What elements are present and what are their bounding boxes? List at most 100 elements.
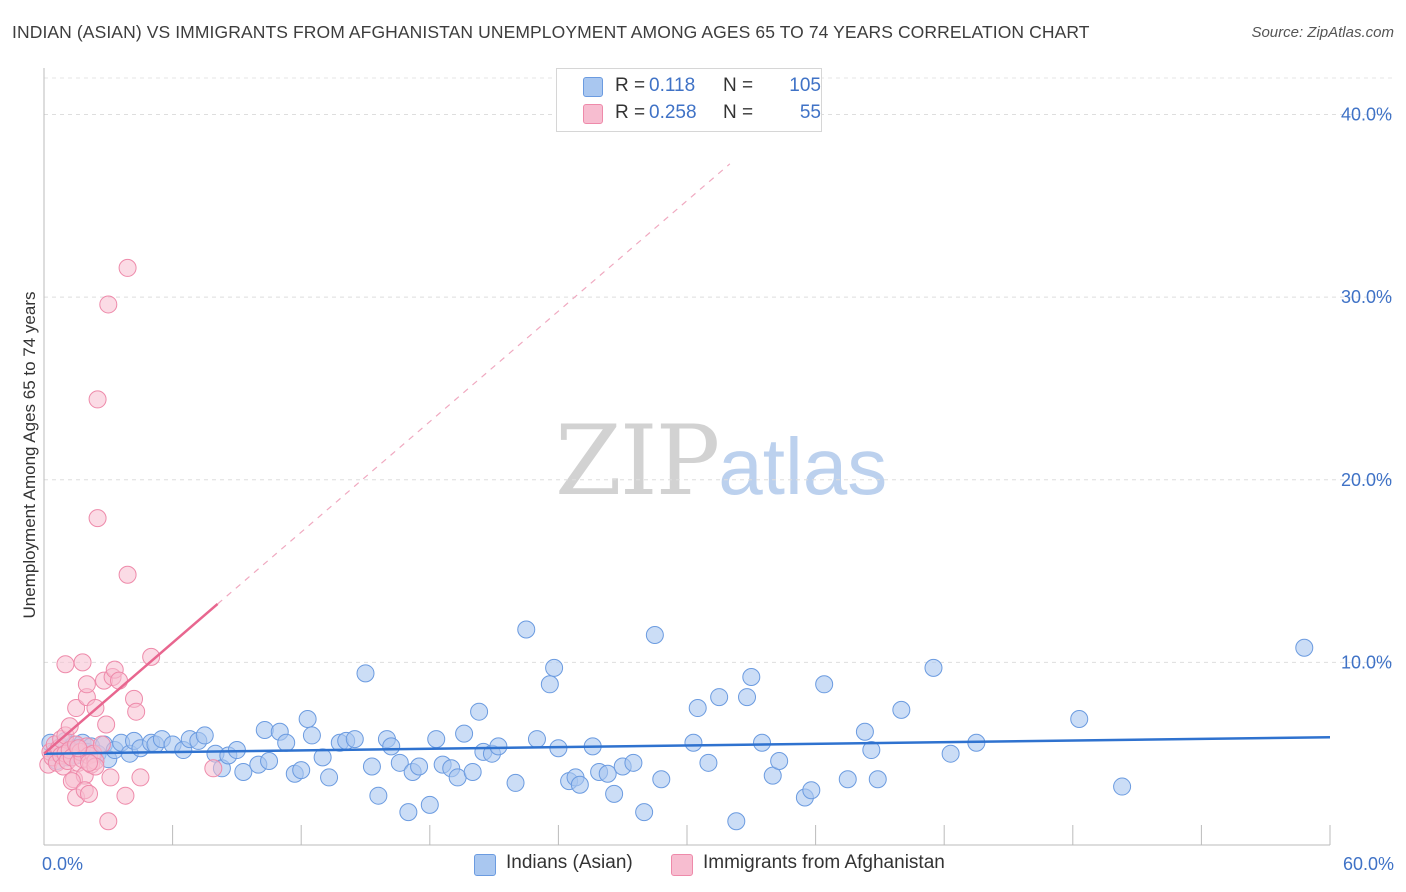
legend-r-value: 0.118: [649, 75, 696, 96]
indian-point: [345, 730, 364, 749]
afghan-point: [67, 699, 86, 718]
indian-point: [727, 812, 746, 831]
indian-point: [455, 724, 474, 743]
indian-point: [527, 730, 546, 749]
indian-point: [815, 675, 834, 694]
indian-point: [470, 702, 489, 721]
legend-r-label: R =: [615, 75, 646, 96]
indians-points: [41, 620, 1314, 831]
watermark-zip: ZIP: [555, 405, 720, 517]
chart-source: Source: ZipAtlas.com: [1251, 24, 1394, 41]
y-tick-label: 30.0%: [1341, 287, 1392, 307]
indian-point: [1295, 638, 1314, 657]
chart-title: INDIAN (ASIAN) VS IMMIGRANTS FROM AFGHAN…: [12, 22, 1090, 42]
indian-point: [313, 748, 332, 767]
indian-point: [427, 730, 446, 749]
afghan-point: [99, 812, 118, 831]
indian-point: [506, 773, 525, 792]
indian-point: [941, 744, 960, 763]
tick-labels: 10.0% 20.0% 30.0% 40.0% 0.0% 60.0%: [42, 105, 1394, 874]
indian-point: [862, 741, 881, 760]
gridlines: [44, 77, 1392, 663]
indian-point: [277, 733, 296, 752]
afghan-point: [92, 735, 111, 754]
afghan-point: [127, 702, 146, 721]
indian-point: [570, 775, 589, 794]
indian-point: [292, 761, 311, 780]
watermark-atlas: atlas: [718, 422, 888, 511]
x-tick-label: 60.0%: [1343, 854, 1394, 874]
legend-n-value: 105: [789, 75, 821, 96]
x-tick-label: 0.0%: [42, 854, 83, 874]
afghan-swatch: [671, 854, 693, 876]
indian-point: [517, 620, 536, 639]
afghan-point: [142, 647, 161, 666]
legend-r-value: 0.258: [649, 102, 697, 123]
zipatlas-watermark: ZIPatlas: [555, 405, 887, 517]
indian-point: [699, 753, 718, 772]
afghan-point: [204, 759, 223, 778]
afghan-trend-extension: [217, 163, 731, 605]
indian-point: [369, 786, 388, 805]
afghan-point: [97, 715, 116, 734]
indian-point: [652, 770, 671, 789]
legend-n-label: N =: [723, 102, 754, 123]
indian-point: [924, 658, 943, 677]
afghan-trend-line: [43, 602, 219, 755]
afghan-point: [73, 653, 92, 672]
indian-point: [892, 700, 911, 719]
indian-point: [399, 803, 418, 822]
indian-point: [710, 688, 729, 707]
indian-point: [260, 751, 279, 770]
afghan-point: [62, 772, 81, 791]
indian-point: [545, 658, 564, 677]
indian-point: [362, 757, 381, 776]
afghan-point: [77, 675, 96, 694]
y-tick-label: 20.0%: [1341, 470, 1392, 490]
afghan-point: [80, 784, 99, 803]
afghan-points: [39, 258, 223, 831]
afghan-point: [118, 258, 137, 277]
indians-swatch: [583, 77, 603, 97]
indian-point: [635, 803, 654, 822]
indians-trend-line: [43, 736, 1331, 755]
afghan-point: [88, 390, 107, 409]
indian-point: [255, 720, 274, 739]
legend-n-value: 55: [799, 102, 821, 123]
indian-point: [448, 768, 467, 787]
indian-point: [540, 675, 559, 694]
indian-point: [624, 753, 643, 772]
indians-swatch: [474, 854, 496, 876]
indian-point: [234, 762, 253, 781]
indian-point: [838, 770, 857, 789]
indian-point: [770, 751, 789, 770]
afghan-point: [110, 671, 129, 690]
afghan-swatch: [583, 104, 603, 124]
afghan-point: [60, 717, 79, 736]
trend-lines: [43, 163, 1331, 755]
afghan-point: [118, 565, 137, 584]
indian-point: [742, 667, 761, 686]
indian-point: [753, 733, 772, 752]
afghan-point: [88, 509, 107, 528]
indian-point: [356, 664, 375, 683]
bottom-legend-indians-label: Indians (Asian): [506, 852, 633, 873]
indian-point: [684, 733, 703, 752]
afghan-point: [56, 655, 75, 674]
indian-point: [738, 688, 757, 707]
indian-point: [298, 709, 317, 728]
legend-n-label: N =: [723, 75, 754, 96]
indian-point: [855, 722, 874, 741]
indian-point: [802, 781, 821, 800]
indian-point: [382, 737, 401, 756]
indian-point: [1070, 709, 1089, 728]
indian-point: [420, 795, 439, 814]
indian-point: [410, 757, 429, 776]
indian-point: [302, 726, 321, 745]
axes: [43, 68, 1331, 846]
indian-point: [489, 737, 508, 756]
bottom-legend: Indians (Asian) Immigrants from Afghanis…: [0, 852, 1406, 878]
bottom-legend-afghan-label: Immigrants from Afghanistan: [703, 852, 945, 873]
indian-point: [390, 753, 409, 772]
legend-r-label: R =: [615, 102, 646, 123]
